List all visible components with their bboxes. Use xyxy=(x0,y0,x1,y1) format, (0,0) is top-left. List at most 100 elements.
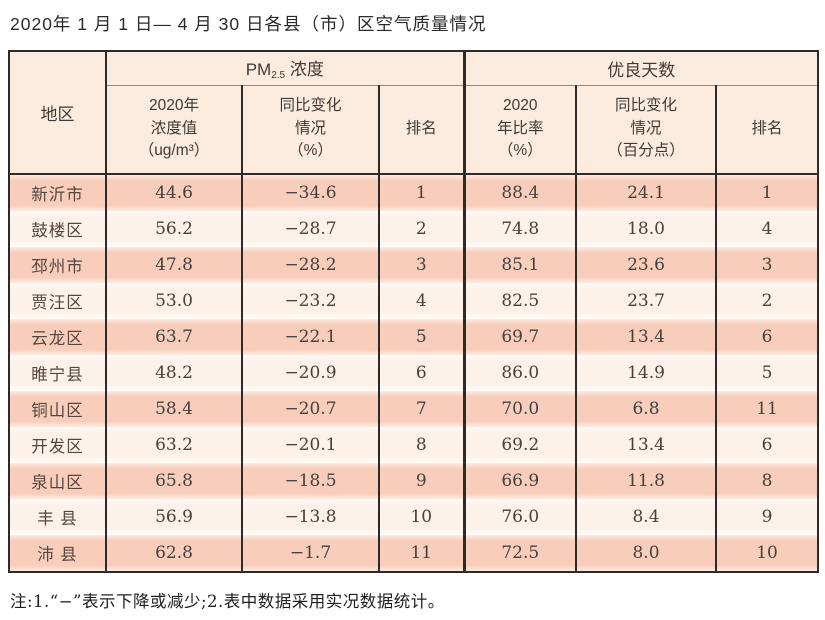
cell-pm-change: −20.1 xyxy=(241,426,379,463)
table-row: 邳州市 47.8 −28.2 3 85.1 23.6 3 xyxy=(9,246,819,283)
cell-good-ratio: 82.5 xyxy=(462,282,577,319)
cell-good-change: 8.0 xyxy=(575,534,717,572)
cell-good-change: 23.6 xyxy=(575,246,717,283)
cell-good-rank: 2 xyxy=(715,282,819,319)
cell-good-ratio: 70.0 xyxy=(462,390,577,427)
cell-region: 新沂市 xyxy=(9,173,106,211)
cell-good-change: 23.7 xyxy=(575,282,717,319)
cell-pm-change: −18.5 xyxy=(241,462,379,499)
cell-good-change: 13.4 xyxy=(575,318,717,355)
cell-good-change: 8.4 xyxy=(575,498,717,535)
table-row: 贾汪区 53.0 −23.2 4 82.5 23.7 2 xyxy=(9,282,819,319)
table-header: 地区 PM2.5 浓度 优良天数 2020年 浓度值 （ug/m³） 同比变化 … xyxy=(9,50,819,175)
cell-region: 鼓楼区 xyxy=(9,210,106,247)
header-good-rank: 排名 xyxy=(715,85,819,175)
cell-pm-rank: 4 xyxy=(377,282,465,319)
table-row: 鼓楼区 56.2 −28.7 2 74.8 18.0 4 xyxy=(9,210,819,247)
cell-pm-change: −22.1 xyxy=(241,318,379,355)
cell-good-change: 14.9 xyxy=(575,354,717,391)
cell-pm-change: −28.2 xyxy=(241,246,379,283)
cell-good-rank: 5 xyxy=(715,354,819,391)
header-pm-change: 同比变化 情况 （%） xyxy=(241,85,379,175)
cell-region: 贾汪区 xyxy=(9,282,106,319)
cell-good-rank: 11 xyxy=(715,390,819,427)
cell-good-change: 18.0 xyxy=(575,210,717,247)
page-title: 2020年 1 月 1 日— 4 月 30 日各县（市）区空气质量情况 xyxy=(10,14,487,34)
header-group-good-days: 优良天数 xyxy=(462,50,819,86)
cell-good-rank: 4 xyxy=(715,210,819,247)
table-row: 丰 县 56.9 −13.8 10 76.0 8.4 9 xyxy=(9,498,819,535)
cell-pm-value: 53.0 xyxy=(105,282,242,319)
cell-good-ratio: 86.0 xyxy=(462,354,577,391)
cell-pm-rank: 8 xyxy=(377,426,465,463)
cell-good-ratio: 88.4 xyxy=(462,173,577,211)
cell-good-change: 24.1 xyxy=(575,173,717,211)
cell-region: 泉山区 xyxy=(9,462,106,499)
cell-pm-value: 48.2 xyxy=(105,354,242,391)
footnote: 注:1.“−”表示下降或减少;2.表中数据采用实况数据统计。 xyxy=(10,591,445,611)
cell-pm-value: 63.2 xyxy=(105,426,242,463)
table-row: 泉山区 65.8 −18.5 9 66.9 11.8 8 xyxy=(9,462,819,499)
cell-pm-rank: 11 xyxy=(377,534,465,572)
cell-good-ratio: 69.2 xyxy=(462,426,577,463)
cell-pm-value: 63.7 xyxy=(105,318,242,355)
cell-region: 丰 县 xyxy=(9,498,106,535)
cell-pm-rank: 1 xyxy=(377,173,465,211)
cell-region: 沛 县 xyxy=(9,534,106,572)
cell-pm-change: −28.7 xyxy=(241,210,379,247)
cell-region: 开发区 xyxy=(9,426,106,463)
cell-pm-value: 62.8 xyxy=(105,534,242,572)
cell-good-rank: 3 xyxy=(715,246,819,283)
pm-label-suffix: 浓度 xyxy=(285,60,324,79)
header-good-ratio: 2020 年比率 （%） xyxy=(462,85,577,175)
cell-pm-change: −20.9 xyxy=(241,354,379,391)
cell-pm-value: 56.9 xyxy=(105,498,242,535)
cell-good-rank: 1 xyxy=(715,173,819,211)
cell-good-change: 6.8 xyxy=(575,390,717,427)
header-pm-rank: 排名 xyxy=(377,85,465,175)
cell-good-ratio: 69.7 xyxy=(462,318,577,355)
cell-pm-change: −13.8 xyxy=(241,498,379,535)
header-region: 地区 xyxy=(9,50,106,175)
header-pm-value: 2020年 浓度值 （ug/m³） xyxy=(105,85,242,175)
cell-good-ratio: 66.9 xyxy=(462,462,577,499)
header-group-pm25: PM2.5 浓度 xyxy=(104,50,465,86)
pm-label-prefix: PM xyxy=(245,60,272,79)
air-quality-table: 地区 PM2.5 浓度 优良天数 2020年 浓度值 （ug/m³） 同比变化 … xyxy=(8,49,820,573)
cell-region: 铜山区 xyxy=(9,390,106,427)
cell-good-rank: 10 xyxy=(715,534,819,572)
cell-region: 睢宁县 xyxy=(9,354,106,391)
table-body: 新沂市 44.6 −34.6 1 88.4 24.1 1 鼓楼区 56.2 −2… xyxy=(9,173,819,572)
cell-good-rank: 9 xyxy=(715,498,819,535)
group-header-row: 地区 PM2.5 浓度 优良天数 xyxy=(9,50,819,175)
cell-good-rank: 8 xyxy=(715,462,819,499)
cell-region: 邳州市 xyxy=(9,246,106,283)
cell-pm-value: 47.8 xyxy=(105,246,242,283)
cell-good-ratio: 76.0 xyxy=(462,498,577,535)
cell-good-ratio: 72.5 xyxy=(462,534,577,572)
cell-pm-value: 58.4 xyxy=(105,390,242,427)
cell-good-ratio: 85.1 xyxy=(462,246,577,283)
table-row: 沛 县 62.8 −1.7 11 72.5 8.0 10 xyxy=(9,534,819,572)
pm-label-subscript: 2.5 xyxy=(271,70,286,81)
cell-pm-value: 56.2 xyxy=(105,210,242,247)
table-row: 云龙区 63.7 −22.1 5 69.7 13.4 6 xyxy=(9,318,819,355)
cell-pm-change: −34.6 xyxy=(241,173,379,211)
header-good-change: 同比变化 情况 （百分点） xyxy=(575,85,717,175)
cell-good-change: 11.8 xyxy=(575,462,717,499)
table-row: 开发区 63.2 −20.1 8 69.2 13.4 6 xyxy=(9,426,819,463)
table-row: 铜山区 58.4 −20.7 7 70.0 6.8 11 xyxy=(9,390,819,427)
cell-good-change: 13.4 xyxy=(575,426,717,463)
cell-pm-rank: 2 xyxy=(377,210,465,247)
table-row: 新沂市 44.6 −34.6 1 88.4 24.1 1 xyxy=(9,173,819,211)
cell-pm-value: 65.8 xyxy=(105,462,242,499)
cell-pm-change: −23.2 xyxy=(241,282,379,319)
table-row: 睢宁县 48.2 −20.9 6 86.0 14.9 5 xyxy=(9,354,819,391)
cell-pm-change: −20.7 xyxy=(241,390,379,427)
cell-pm-rank: 3 xyxy=(377,246,465,283)
sub-header-row: 2020年 浓度值 （ug/m³） 同比变化 情况 （%） 排名 2020 年比… xyxy=(9,85,819,175)
cell-pm-rank: 5 xyxy=(377,318,465,355)
cell-pm-rank: 6 xyxy=(377,354,465,391)
cell-pm-rank: 7 xyxy=(377,390,465,427)
cell-pm-rank: 9 xyxy=(377,462,465,499)
